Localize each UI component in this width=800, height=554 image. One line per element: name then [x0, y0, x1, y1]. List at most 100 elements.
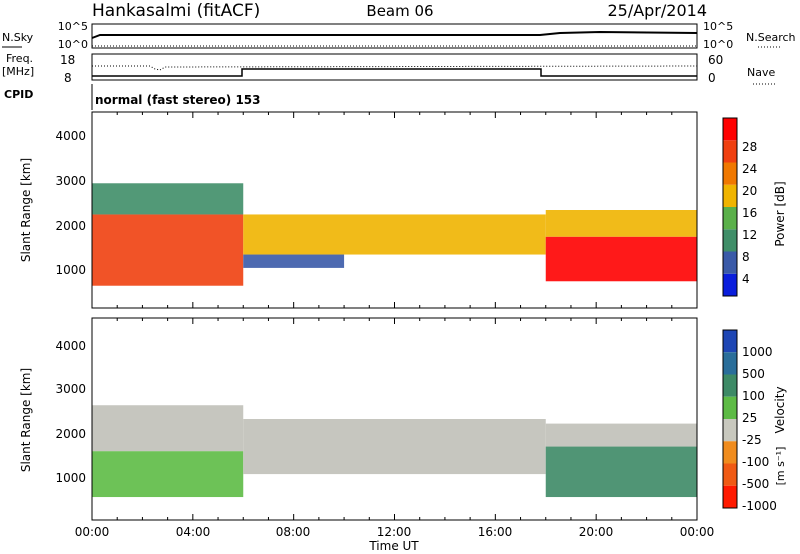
- xtick-label: 04:00: [176, 525, 211, 539]
- colorbar-swatch: [723, 229, 737, 252]
- velocity-colorbar: Velocity [m s⁻¹] 1000 500 100 25 -25 -10…: [722, 329, 787, 513]
- colorbar-swatch: [723, 273, 737, 296]
- freq-label: Freq.: [6, 52, 33, 65]
- station-title: Hankasalmi (fitACF): [92, 1, 260, 21]
- velocity-echoes: [92, 405, 697, 498]
- freq-tick-bottom: 8: [64, 71, 72, 85]
- colorbar-swatch: [723, 251, 737, 274]
- colorbar-swatch: [723, 352, 737, 375]
- xtick-label: 00:00: [75, 525, 110, 539]
- freq-panel: Freq. [MHz] 18 8 60 0 Nave: [2, 52, 777, 85]
- velocity-cbar-unit: [m s⁻¹]: [774, 447, 787, 486]
- colorbar-swatch: [723, 118, 737, 141]
- colorbar-swatch: [723, 463, 737, 486]
- echo-band: [243, 254, 345, 268]
- power-ytick-1000: 1000: [55, 263, 86, 277]
- colorbar-swatch: [723, 441, 737, 464]
- freq-frame: [91, 53, 698, 81]
- freq-tick-top: 18: [60, 53, 75, 67]
- echo-band: [243, 419, 546, 475]
- nsearch-tick-top: 10^5: [703, 20, 733, 33]
- velocity-cbar-tick: 100: [742, 389, 765, 403]
- power-cbar-label: Power [dB]: [773, 181, 787, 246]
- echo-band: [92, 214, 244, 286]
- echo-band: [545, 446, 697, 498]
- colorbar-swatch: [723, 374, 737, 397]
- cpid-text: normal (fast stereo) 153: [95, 93, 261, 107]
- velocity-ytick-1000: 1000: [55, 471, 86, 485]
- velocity-cbar-tick: 25: [742, 411, 757, 425]
- power-panel: Slant Range [km] 4000 3000 2000 1000: [19, 111, 698, 309]
- velocity-cbar-tick: 500: [742, 367, 765, 381]
- power-ylabel: Slant Range [km]: [19, 158, 33, 262]
- velocity-ylabel: Slant Range [km]: [19, 368, 33, 472]
- colorbar-swatch: [723, 485, 737, 508]
- velocity-panel: Slant Range [km] 4000 3000 2000 1000: [19, 317, 698, 521]
- nave-label: Nave: [747, 66, 775, 79]
- cpid-label: CPID: [4, 88, 33, 101]
- velocity-cbar-tick: -25: [742, 433, 762, 447]
- nsky-frame: [91, 23, 698, 49]
- velocity-cbar-tick: 1000: [742, 345, 773, 359]
- nave-tick-bottom: 0: [708, 71, 716, 85]
- echo-band: [92, 451, 244, 498]
- power-ytick-2000: 2000: [55, 219, 86, 233]
- echo-band: [545, 423, 697, 447]
- power-ytick-4000: 4000: [55, 129, 86, 143]
- freq-unit: [MHz]: [2, 65, 34, 78]
- power-cbar-tick: 12: [742, 228, 757, 242]
- xtick-label: 08:00: [276, 525, 311, 539]
- xtick-label: 16:00: [478, 525, 513, 539]
- velocity-cbar-frame: [722, 329, 738, 509]
- colorbar-swatch: [723, 207, 737, 230]
- echo-band: [92, 405, 244, 452]
- power-echoes: [92, 183, 697, 286]
- nsearch-tick-bottom: 10^0: [703, 38, 733, 51]
- colorbar-swatch: [723, 330, 737, 353]
- x-axis: 00:00 04:00 08:00 12:00 16:00 20:00 00:0…: [75, 525, 715, 553]
- power-ytick-3000: 3000: [55, 174, 86, 188]
- power-colorbar: Power [dB] 28 24 20 16 12 8 4: [722, 117, 787, 297]
- velocity-cbar-tick: -500: [742, 477, 769, 491]
- colorbar-swatch: [723, 184, 737, 207]
- velocity-ytick-3000: 3000: [55, 382, 86, 396]
- nsearch-label: N.Search: [746, 31, 796, 44]
- echo-band: [545, 210, 697, 237]
- nave-tick-top: 60: [708, 53, 723, 67]
- colorbar-swatch: [723, 396, 737, 419]
- power-cbar-tick: 8: [742, 250, 750, 264]
- echo-band: [92, 183, 244, 215]
- echo-band: [545, 236, 697, 282]
- colorbar-swatch: [723, 419, 737, 442]
- power-cbar-tick: 28: [742, 140, 757, 154]
- freq-trace: [92, 68, 697, 77]
- velocity-cbar-label: Velocity: [773, 386, 787, 433]
- velocity-cbar-tick: -1000: [742, 499, 777, 513]
- echo-band: [243, 214, 546, 255]
- velocity-ytick-4000: 4000: [55, 339, 86, 353]
- velocity-ticks: [91, 318, 698, 520]
- velocity-ytick-2000: 2000: [55, 427, 86, 441]
- velocity-cbar-tick: -100: [742, 455, 769, 469]
- colorbar-swatch: [723, 162, 737, 185]
- x-axis-title: Time UT: [368, 539, 419, 553]
- nsky-panel: N.Sky 10^5 10^0 10^5 10^0 N.Search: [2, 20, 796, 51]
- beam-title: Beam 06: [366, 2, 433, 20]
- nsky-tick-bottom: 10^0: [58, 38, 88, 51]
- power-cbar-tick: 20: [742, 184, 757, 198]
- power-cbar-tick: 4: [742, 272, 750, 286]
- date-title: 25/Apr/2014: [607, 1, 707, 20]
- xtick-label: 20:00: [579, 525, 614, 539]
- power-cbar-tick: 16: [742, 206, 757, 220]
- nave-trace: [92, 65, 698, 71]
- colorbar-swatch: [723, 140, 737, 163]
- power-cbar-tick: 24: [742, 162, 757, 176]
- nsky-trace: [91, 30, 698, 39]
- nsky-tick-top: 10^5: [58, 20, 88, 33]
- xtick-label: 12:00: [377, 525, 412, 539]
- power-cbar-frame: [722, 117, 738, 297]
- power-ticks: [91, 112, 698, 308]
- xtick-label: 00:00: [680, 525, 715, 539]
- nsky-label: N.Sky: [2, 31, 34, 44]
